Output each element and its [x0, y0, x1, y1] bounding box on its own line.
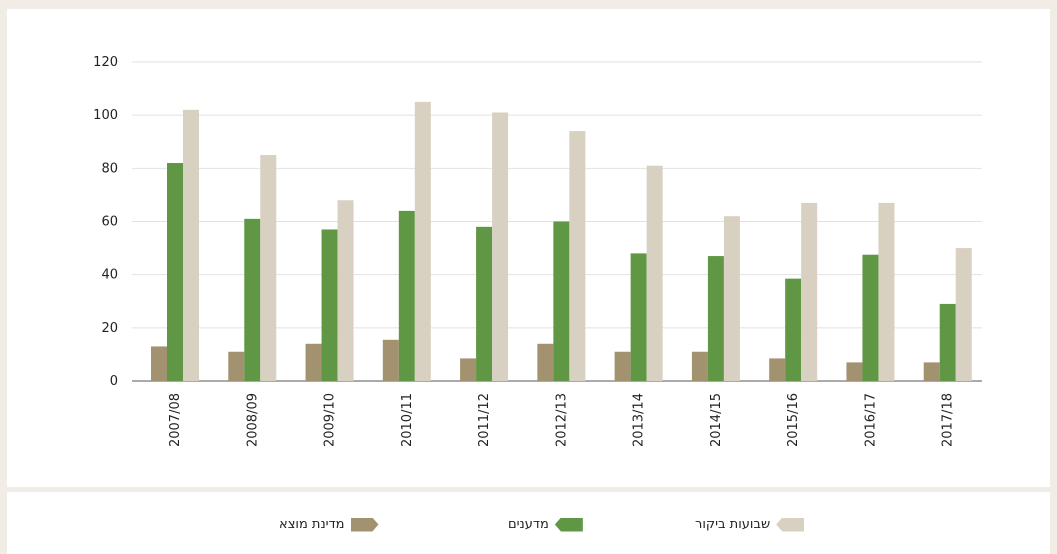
y-tick-label: 60 [101, 215, 118, 230]
bar-scientists [630, 253, 647, 381]
legend-item-visit-weeks: שבועות ביקור [695, 517, 805, 532]
chart-panel: 0 20 40 60 80 100 120 2007/08 2008/09 2009/10 2010… [7, 9, 1050, 487]
bar-origin-country [151, 346, 167, 381]
x-tick-label: 2014/15 [709, 393, 724, 447]
bar-visit-weeks [723, 216, 740, 381]
x-tick-label: 2008/09 [245, 393, 260, 447]
legend-label-visit-weeks: שבועות ביקור [695, 517, 771, 532]
x-tick-label: 2017/18 [941, 393, 956, 447]
bar-scientists [785, 278, 802, 381]
bar-visit-weeks [260, 155, 277, 381]
bar-visit-weeks [183, 109, 199, 381]
bar-origin-country [769, 358, 786, 381]
bar-scientists [707, 256, 724, 381]
bar-origin-country [460, 358, 477, 381]
y-tick-label: 100 [93, 108, 118, 123]
bar-visit-weeks [878, 202, 895, 381]
bar-origin-country [382, 339, 399, 381]
bar-origin-country [305, 343, 322, 381]
legend-item-scientists: מדענים [508, 517, 583, 532]
legend-swatch-origin-country [350, 517, 379, 532]
legend-swatch-visit-weeks [776, 517, 805, 532]
x-tick-label: 2007/08 [168, 393, 183, 447]
bar-scientists [244, 218, 261, 381]
bar-visit-weeks [414, 101, 431, 381]
legend-label-scientists: מדענים [508, 517, 549, 532]
y-tick-label: 40 [101, 268, 118, 283]
y-tick-label: 20 [101, 321, 118, 336]
bar-scientists [553, 221, 570, 381]
bar-origin-country [846, 362, 863, 381]
bar-visit-weeks [955, 248, 972, 381]
bar-scientists [321, 229, 338, 381]
bar-origin-country [537, 343, 554, 381]
bar-visit-weeks [337, 200, 354, 381]
legend: שבועות ביקור מדענים מדינת מוצא [7, 492, 1050, 554]
x-tick-label: 2010/11 [400, 393, 415, 447]
bar-visit-weeks [492, 112, 509, 381]
bar-visit-weeks [646, 165, 663, 381]
bar-scientists [939, 303, 956, 381]
x-tick-label: 2015/16 [786, 393, 801, 447]
bar-scientists [398, 210, 415, 381]
bar-scientists [167, 163, 183, 381]
bar-visit-weeks [569, 131, 586, 381]
legend-label-origin-country: מדינת מוצא [279, 517, 345, 532]
bar-scientists [476, 226, 493, 381]
bar-origin-country [614, 351, 631, 381]
x-tick-label: 2013/14 [632, 393, 647, 447]
bar-scientists [862, 254, 879, 381]
bar-origin-country [228, 351, 245, 381]
x-tick-label: 2011/12 [477, 393, 492, 447]
y-tick-label: 80 [101, 161, 118, 176]
bar-origin-country [691, 351, 708, 381]
legend-item-origin-country: מדינת מוצא [279, 517, 379, 532]
legend-swatch-scientists [554, 517, 583, 532]
x-tick-label: 2012/13 [554, 393, 569, 447]
x-tick-label: 2016/17 [863, 393, 878, 447]
x-tick-label: 2009/10 [323, 393, 338, 447]
bar-visit-weeks [801, 202, 818, 381]
y-tick-label: 120 [93, 55, 118, 70]
bar-origin-country [923, 362, 940, 381]
bar-chart: 0 20 40 60 80 100 120 2007/08 2008/09 2009/10 2010… [93, 55, 982, 447]
y-tick-label: 0 [110, 374, 118, 389]
